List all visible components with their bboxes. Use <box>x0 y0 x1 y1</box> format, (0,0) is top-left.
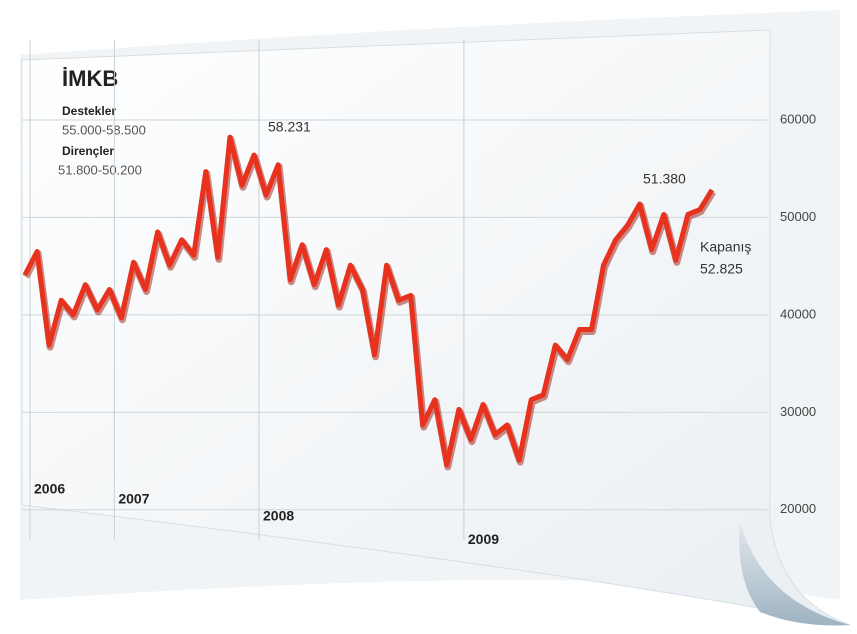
annotation: 51.380 <box>643 171 686 187</box>
annotation: 58.231 <box>268 119 311 135</box>
y-tick-label: 40000 <box>780 306 816 321</box>
annotation: Kapanış <box>700 239 751 255</box>
annotation: 52.825 <box>700 261 743 277</box>
y-tick-label: 50000 <box>780 209 816 224</box>
legend-text: 55.000-58.500 <box>62 122 146 137</box>
sheet-curl <box>739 520 850 626</box>
x-tick-label: 2009 <box>468 531 499 547</box>
y-tick-label: 30000 <box>780 404 816 419</box>
x-tick-label: 2008 <box>263 507 294 523</box>
chart-title: İMKB <box>62 66 118 91</box>
y-tick-label: 60000 <box>780 111 816 126</box>
legend-label: Destekler <box>62 104 116 118</box>
legend-label: Dirençler <box>62 144 114 158</box>
line <box>22 134 715 468</box>
x-tick-label: 2006 <box>34 481 65 497</box>
legend-text: 51.800-50.200 <box>58 162 142 177</box>
x-tick-label: 2007 <box>118 491 149 507</box>
y-tick-label: 20000 <box>780 501 816 516</box>
